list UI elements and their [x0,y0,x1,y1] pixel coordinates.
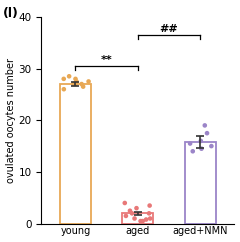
Point [130,212,134,215]
Point [203,123,207,127]
Bar [122,213,153,224]
Point [148,204,152,207]
Point [135,206,138,210]
Point [87,80,90,83]
Text: ##: ## [160,24,178,34]
Point [200,147,204,151]
Point [199,139,203,143]
Bar [185,142,216,224]
Point [128,209,132,213]
Text: **: ** [101,55,113,65]
Point [188,142,192,145]
Point [80,82,84,86]
Point [62,87,66,91]
Point [73,82,77,86]
Point [72,82,76,86]
Point [205,131,209,135]
Point [74,77,78,81]
Point [139,219,143,223]
Text: (l): (l) [2,7,18,20]
Point [123,201,127,205]
Point [147,212,151,215]
Y-axis label: ovulated oocytes number: ovulated oocytes number [6,58,16,183]
Point [75,80,78,83]
Point [141,219,145,223]
Point [210,144,213,148]
Point [144,218,148,221]
Point [124,214,128,218]
Point [191,149,195,153]
Point [133,217,137,220]
Bar [60,84,91,224]
Point [62,77,66,81]
Point [148,217,152,220]
Point [81,85,85,89]
Point [67,74,71,78]
